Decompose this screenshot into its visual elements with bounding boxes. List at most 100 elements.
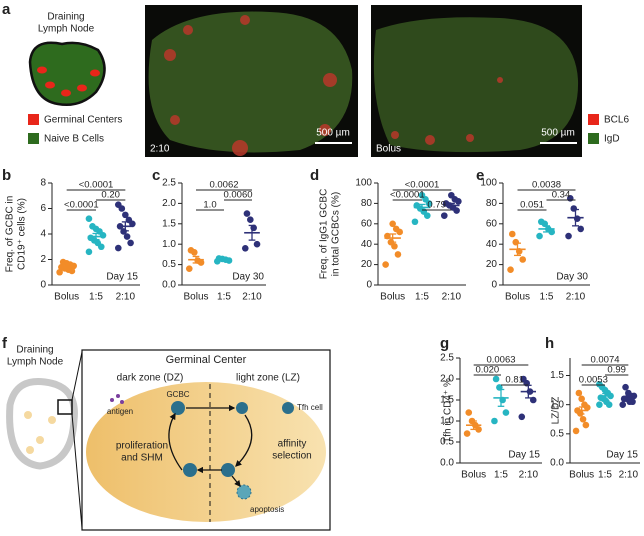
x-tick-label: 2:10	[519, 470, 539, 481]
data-point	[56, 268, 63, 276]
chart: h LZ/DZ 0.0 0.5 1.0 1.5 Bolus 1:5 2:10 0.00530.99…	[545, 335, 640, 481]
annotation: Day 15	[606, 450, 638, 461]
data-point	[440, 212, 448, 219]
data-point	[241, 244, 249, 252]
y-tick-label: 40	[361, 239, 373, 250]
p-value: 0.20	[101, 190, 120, 201]
y-axis-label: LZ/DZ	[551, 397, 562, 425]
x-tick-label: 2:10	[619, 470, 639, 481]
x-tick-label: 2:10	[566, 292, 586, 303]
data-point	[492, 375, 500, 383]
data-point	[575, 389, 583, 397]
legend-label: Germinal Centers	[44, 115, 122, 126]
p-value: 1.0	[203, 200, 216, 211]
tfh-cell	[282, 402, 294, 414]
data-point	[123, 233, 131, 240]
x-tick-label: Bolus	[54, 292, 79, 303]
data-point	[411, 218, 419, 226]
panel-letter: c	[152, 167, 160, 184]
data-point	[122, 211, 129, 219]
data-point	[502, 409, 510, 416]
process-label: affinity	[278, 439, 307, 450]
chart: g Tfh in CD4⁺ % 0.0 0.5 1.0 1.5 2.0 2.5 Bolus 1:5…	[440, 335, 542, 481]
y-tick-label: 2.5	[162, 178, 176, 189]
data-point	[519, 256, 527, 263]
x-tick-label: Bolus	[569, 470, 594, 481]
antigen-dots	[110, 394, 124, 404]
legend-swatch	[588, 133, 599, 144]
schematic-title: Lymph Node	[38, 24, 95, 35]
y-tick-label: 60	[486, 218, 498, 229]
p-value: 0.051	[520, 200, 544, 211]
data-point	[463, 430, 471, 437]
data-point	[579, 415, 587, 423]
schematic-title: Draining	[47, 12, 84, 23]
y-axis-label: Freq. of GCBC in	[5, 196, 16, 273]
x-tick-label: 1:5	[494, 470, 508, 481]
y-tick-label: 0.5	[550, 428, 564, 439]
data-point	[507, 266, 514, 274]
annotation: Day 15	[106, 272, 138, 283]
y-tick-label: 6	[40, 203, 46, 214]
data-point	[389, 220, 396, 228]
y-tick-label: 1.5	[440, 395, 454, 406]
y-tick-label: 1.5	[550, 370, 564, 381]
zone-label: light zone (LZ)	[236, 373, 300, 384]
data-point	[382, 261, 389, 268]
data-point	[465, 409, 473, 416]
follicles	[24, 411, 56, 454]
y-tick-label: 20	[486, 259, 498, 270]
data-point	[577, 225, 585, 233]
data-point	[596, 401, 603, 408]
x-tick-label: 1:5	[217, 292, 231, 303]
data-point	[394, 251, 402, 258]
data-point	[243, 210, 251, 217]
y-tick-label: 0	[491, 280, 497, 291]
cell-label: GCBC	[166, 390, 189, 399]
data-point	[253, 240, 261, 248]
data-point	[520, 375, 527, 383]
chart: e 0 20 40 60 80 100 Bolus 1:5 2:10 0.051 0.340.0038…	[476, 167, 590, 303]
p-value: 0.0038	[532, 180, 561, 191]
y-tick-label: 100	[355, 178, 372, 189]
data-point	[448, 191, 455, 199]
panel-f: f Draining Lymph Node Germinal Center da…	[2, 335, 331, 531]
data-point	[59, 258, 67, 266]
y-tick-label: 100	[480, 178, 497, 189]
apoptotic-cell	[236, 484, 252, 500]
p-value: 0.0074	[590, 355, 619, 366]
data-point	[625, 389, 632, 397]
y-tick-label: 2.0	[440, 374, 454, 385]
data-point	[578, 395, 585, 403]
x-tick-label: 2:10	[442, 292, 462, 303]
legend-label: IgD	[604, 134, 620, 145]
micrograph: Bolus 500 µm	[371, 5, 582, 157]
y-tick-label: 2.5	[440, 353, 454, 364]
y-tick-label: 0.5	[162, 259, 176, 270]
process-label: selection	[272, 451, 311, 462]
panel-letter: h	[545, 335, 554, 352]
panel-letter: g	[440, 335, 449, 352]
zoom-box	[57, 399, 73, 415]
y-tick-label: 2.0	[162, 198, 176, 209]
micrograph: 2:10 500 µm	[145, 5, 358, 157]
y-tick-label: 0	[366, 280, 372, 291]
legend-label: Naive B Cells	[44, 134, 104, 145]
data-point	[622, 383, 629, 391]
arrows	[168, 404, 253, 488]
y-tick-label: 4	[40, 229, 46, 240]
legend-swatch	[588, 114, 599, 125]
data-point	[127, 239, 134, 247]
data-point	[596, 380, 603, 388]
chart: c 0.0 0.5 1.0 1.5 2.0 2.5 Bolus 1:5 2:10 1.0 0.0060…	[152, 167, 266, 303]
p-value: 0.020	[475, 365, 499, 376]
y-tick-label: 1.0	[550, 399, 564, 410]
x-tick-label: Bolus	[183, 292, 208, 303]
p-value: <0.0001	[64, 200, 99, 211]
image-label: Bolus	[376, 144, 401, 155]
p-value: <0.0001	[79, 180, 114, 191]
p-value: 0.79	[427, 200, 446, 211]
zone-label: dark zone (DZ)	[117, 373, 184, 384]
panel-letter: b	[2, 167, 11, 184]
data-point	[418, 191, 426, 199]
